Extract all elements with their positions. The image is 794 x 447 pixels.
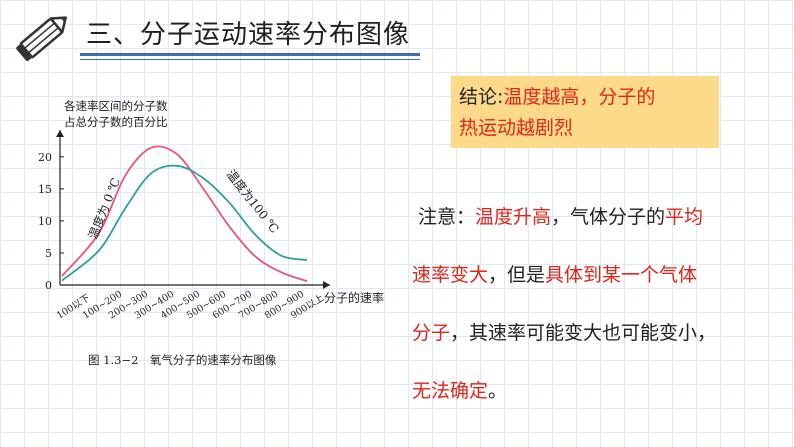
note-line-1: 注意：温度升高，气体分子的平均 [412, 188, 782, 246]
chart-svg: 05101520100以下100~200200~300300~400400~50… [38, 99, 384, 322]
note-seg: 速率变大 [412, 264, 489, 286]
y-tick-label: 20 [38, 151, 52, 164]
figure-caption: 图 1.3−2 氧气分子的速率分布图像 [88, 353, 277, 367]
title-underline [80, 53, 420, 56]
series-label-100c: 温度为100 ℃ [224, 167, 283, 236]
ylabel-line-1: 各速率区间的分子数 [64, 99, 168, 113]
header: 三、分子运动速率分布图像 [0, 0, 794, 70]
note-seg: 平均 [665, 206, 704, 228]
y-tick-label: 5 [45, 247, 52, 260]
note-seg: 。 [488, 380, 508, 402]
pencil-icon [16, 16, 67, 62]
y-tick-label: 0 [45, 279, 52, 292]
note-seg: 温度升高 [475, 206, 552, 228]
note-seg: 分子 [412, 322, 451, 344]
note-line-3: 分子，其速率可能变大也可能变小， [412, 304, 782, 362]
curve-100c [61, 164, 308, 282]
conclusion-text-1: 温度越高，分子的 [503, 86, 656, 108]
conclusion-label: 结论: [459, 86, 504, 108]
y-axis-arrow [56, 130, 64, 137]
series-label-0c: 温度为 0 ℃ [85, 176, 123, 242]
title-underline-thin [80, 59, 420, 60]
ylabel-line-2: 占总分子数的百分比 [64, 115, 168, 129]
conclusion-box: 结论:温度越高，分子的 热运动越剧烈 [451, 76, 719, 148]
note-seg: 具体到某一个气体 [545, 264, 698, 286]
note-seg: ，其速率可能变大也可能变小， [450, 322, 717, 344]
note-line-2: 速率变大，但是具体到某一个气体 [412, 246, 782, 304]
y-tick-label: 15 [38, 183, 52, 196]
x-axis-arrow [323, 281, 330, 289]
conclusion-line-1: 结论:温度越高，分子的 [459, 82, 711, 113]
xlabel: 分子的速率 [324, 290, 384, 305]
note-label: 注意： [418, 206, 476, 228]
note-line-4: 无法确定。 [412, 362, 782, 420]
page-title: 三、分子运动速率分布图像 [86, 20, 411, 50]
speed-distribution-chart: 0 5 10 15 20 100以下 100~200 200~300 300~400 400~50… [30, 88, 400, 378]
note-seg: 无法确定 [412, 380, 489, 402]
y-tick-label: 10 [38, 215, 52, 228]
note-paragraph: 注意：温度升高，气体分子的平均 速率变大，但是具体到某一个气体 分子，其速率可能… [412, 188, 782, 420]
conclusion-text-2: 热运动越剧烈 [459, 117, 574, 139]
note-seg: ，但是 [488, 264, 546, 286]
note-seg: ，气体分子的 [551, 206, 666, 228]
